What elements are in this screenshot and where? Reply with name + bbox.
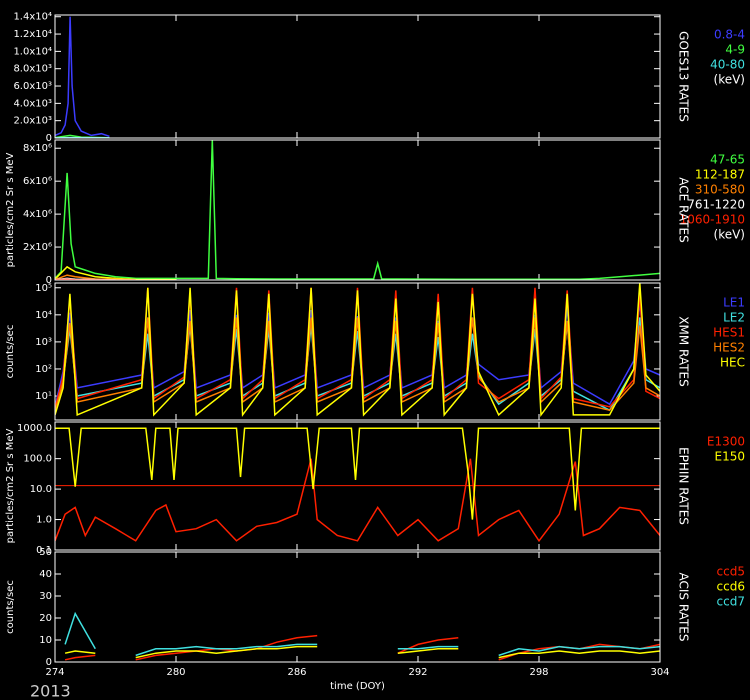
legend-entry: 40-80 xyxy=(710,58,745,72)
plot-area xyxy=(55,140,660,280)
x-tick-label: 298 xyxy=(529,667,548,678)
y-axis-label: counts/sec xyxy=(5,325,16,379)
series-line xyxy=(64,645,660,659)
legend-entry: HES2 xyxy=(713,341,745,355)
series-line xyxy=(55,283,660,418)
y-tick-label: 4.0x10³ xyxy=(13,98,52,109)
legend-entry: ccd7 xyxy=(717,595,745,609)
x-tick-label: 292 xyxy=(408,667,427,678)
y-tick-label: 6x10⁶ xyxy=(23,176,52,187)
y-tick-label: 1.0x10⁴ xyxy=(13,46,52,57)
series-line xyxy=(64,611,660,657)
y-tick-label: 0 xyxy=(46,133,52,144)
y-tick-label: 40 xyxy=(39,569,52,580)
series-line xyxy=(55,16,110,138)
y-axis-label: particles/cm2 Sr s MeV xyxy=(5,428,16,543)
y-tick-label: 1000.0 xyxy=(17,423,52,434)
y-tick-label: 0 xyxy=(46,657,52,668)
y-tick-label: 20 xyxy=(39,613,52,624)
y-tick-label: 10¹ xyxy=(35,391,52,402)
legend-unit: (keV) xyxy=(714,228,745,242)
panel-title: XMM RATES xyxy=(677,316,691,386)
legend-entry: HEC xyxy=(720,356,745,370)
y-tick-label: 8.0x10³ xyxy=(13,64,52,75)
legend-entry: 47-65 xyxy=(710,153,745,167)
y-tick-label: 6.0x10³ xyxy=(13,81,52,92)
legend-entry: 112-187 xyxy=(695,168,745,182)
panel-title: ACE RATES xyxy=(677,177,691,242)
x-tick-label: 274 xyxy=(45,667,64,678)
x-axis-label: time (DOY) xyxy=(330,681,385,692)
plot-area xyxy=(55,427,660,543)
plot-area xyxy=(64,611,660,661)
legend-entry: 0.8-4 xyxy=(714,28,745,42)
y-tick-label: 10² xyxy=(35,364,52,375)
y-tick-label: 1.4x10⁴ xyxy=(13,12,52,23)
y-tick-label: 10⁵ xyxy=(35,283,52,294)
legend-entry: LE2 xyxy=(723,311,745,325)
legend-entry: 310-580 xyxy=(695,183,745,197)
y-tick-label: 0 xyxy=(46,275,52,286)
legend-entry: ccd5 xyxy=(717,565,745,579)
y-tick-label: 50 xyxy=(39,547,52,558)
legend-entry: E1300 xyxy=(707,435,745,449)
panel-title: EPHIN RATES xyxy=(677,447,691,525)
plot-area xyxy=(55,283,660,418)
y-tick-label: 2x10⁶ xyxy=(23,242,52,253)
legend-entry: LE1 xyxy=(723,296,745,310)
panel-title: ACIS RATES xyxy=(677,572,691,641)
y-axis-label: particles/cm2 Sr s MeV xyxy=(5,152,16,267)
y-tick-label: 1.2x10⁴ xyxy=(13,29,52,40)
legend-entry: 761-1220 xyxy=(687,198,745,212)
y-tick-label: 8x10⁶ xyxy=(23,143,52,154)
y-tick-label: 10³ xyxy=(35,337,52,348)
x-tick-label: 304 xyxy=(650,667,669,678)
year-label: 2013 xyxy=(30,682,71,700)
y-tick-label: 10⁴ xyxy=(35,310,52,321)
series-line xyxy=(55,140,660,280)
frame xyxy=(54,551,661,663)
series-line xyxy=(64,634,660,661)
legend-entry: 1060-1910 xyxy=(680,213,745,227)
series-line xyxy=(55,427,660,520)
frame xyxy=(54,282,661,421)
y-tick-label: 2.0x10³ xyxy=(13,116,52,127)
y-tick-label: 10 xyxy=(39,635,52,646)
frame xyxy=(54,139,661,281)
plot-area xyxy=(55,16,110,138)
legend-entry: ccd6 xyxy=(717,580,745,594)
y-tick-label: 4x10⁶ xyxy=(23,209,52,220)
panel-title: GOES13 RATES xyxy=(677,31,691,122)
y-tick-label: 1.0 xyxy=(36,515,52,526)
frame xyxy=(54,421,661,551)
legend-entry: 4-9 xyxy=(725,43,745,57)
legend-unit: (keV) xyxy=(714,73,745,87)
x-tick-label: 280 xyxy=(166,667,185,678)
y-tick-label: 0.1 xyxy=(36,545,52,556)
legend-entry: E150 xyxy=(715,450,746,464)
legend-entry: HES1 xyxy=(713,326,745,340)
y-tick-label: 100.0 xyxy=(23,454,52,465)
y-tick-label: 10.0 xyxy=(30,484,52,495)
y-tick-label: 30 xyxy=(39,591,52,602)
frame xyxy=(54,14,661,139)
series-line xyxy=(55,458,660,543)
y-axis-label: counts/sec xyxy=(5,580,16,634)
x-tick-label: 286 xyxy=(287,667,306,678)
